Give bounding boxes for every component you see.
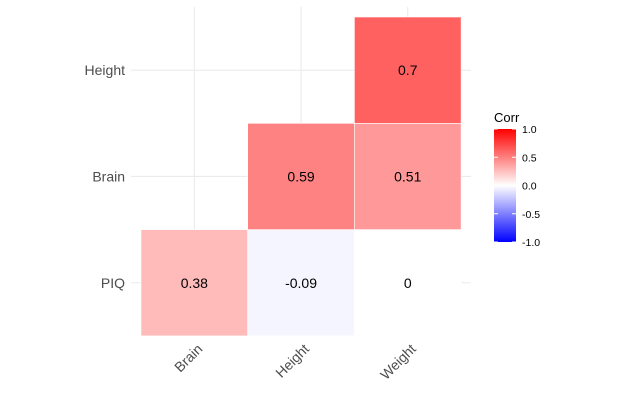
legend-colorbar [494,129,516,242]
cell-value-label: 0.38 [181,275,208,291]
legend-title: Corr [494,110,520,125]
y-tick-label: Height [85,62,126,78]
heatmap-cells: 0.38 -0.09 0 0.59 0.51 0.7 [140,16,462,337]
legend-tick-label: -0.5 [522,209,540,221]
color-legend: Corr 1.0 0.5 0.0 -0.5 -1.0 [494,110,540,249]
heatmap-cell [140,229,248,337]
legend-tick-label: 0.0 [522,181,537,193]
cell-value-label: 0.51 [394,168,421,184]
cell-value-label: 0.7 [398,62,418,78]
legend-tick-label: 1.0 [522,124,537,136]
cell-value-label: -0.09 [285,275,317,291]
x-tick-label: Weight [377,341,419,383]
heatmap-cell [354,123,462,230]
y-tick-label: PIQ [101,275,125,291]
legend-tick-label: -1.0 [522,237,540,249]
legend-tick-label: 0.5 [522,152,537,164]
cell-value-label: 0.59 [287,168,314,184]
heatmap-cell [354,16,462,124]
x-tick-label: Brain [171,341,205,375]
heatmap-cell [247,123,355,230]
heatmap-cell [247,229,355,337]
y-tick-label: Brain [92,168,125,184]
cell-value-label: 0 [404,275,412,291]
x-tick-label: Height [272,341,312,381]
